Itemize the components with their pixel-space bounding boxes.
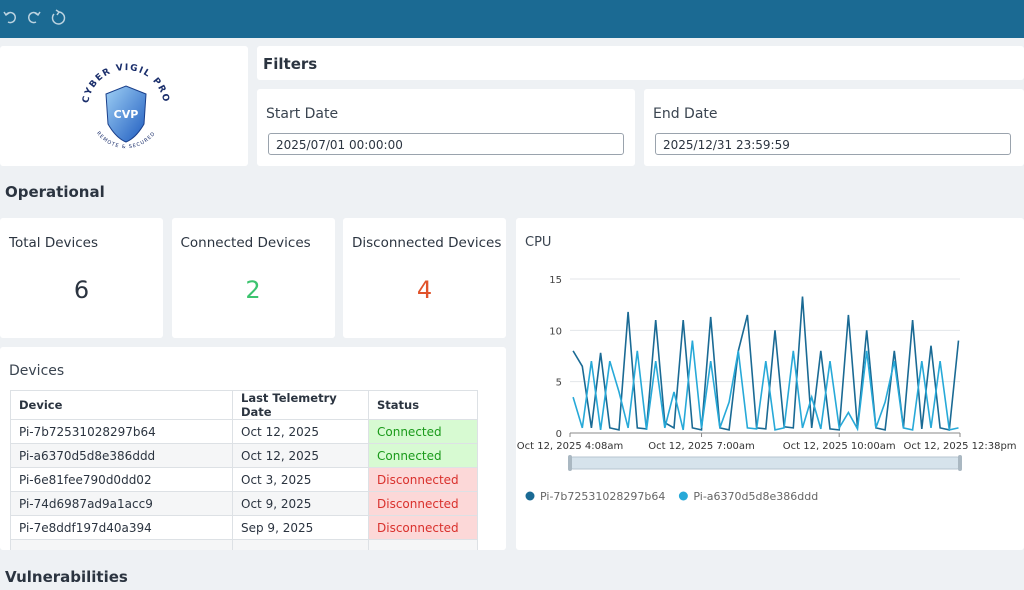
filters-header: Filters	[257, 46, 1024, 80]
toolbar	[0, 0, 1024, 38]
end-date-panel: End Date 2025/12/31 23:59:59	[644, 89, 1024, 166]
kpi-value: 2	[245, 276, 261, 304]
kpi-card: Disconnected Devices 4	[343, 218, 506, 338]
logo-monogram: CVP	[114, 108, 139, 121]
vulnerabilities-title: Vulnerabilities	[5, 568, 128, 586]
legend-label: Pi-7b72531028297b64	[540, 490, 665, 503]
cpu-chart: CPU 0 5 10 15 Oct 12, 2025 4:08am Oct 12, 2025…	[517, 235, 1017, 503]
toolbar-icons	[3, 9, 66, 25]
column-header: Device	[10, 390, 233, 420]
end-date-value: 2025/12/31 23:59:59	[663, 138, 790, 152]
cell: Sep 9, 2025	[232, 515, 369, 540]
cell: Oct 3, 2025	[232, 467, 369, 492]
x-tick-label: Oct 12, 2025 12:38pm	[903, 441, 1016, 452]
x-tick-label: Oct 12, 2025 10:00am	[783, 441, 896, 452]
legend-marker	[525, 491, 535, 501]
range-handle[interactable]	[958, 455, 962, 471]
device-row: Pi-74d6987ad9a1acc9 Oct 9, 2025 Disconnect…	[10, 491, 478, 516]
y-tick-label: 0	[556, 429, 562, 440]
cell: Pi-7b72531028297b64	[10, 419, 233, 444]
kpi-label: Disconnected Devices	[352, 235, 502, 251]
status-cell: Disconnected	[368, 467, 478, 492]
cell: Oct 12, 2025	[232, 419, 369, 444]
chart-title: CPU	[525, 235, 551, 250]
kpi-value: 4	[416, 276, 433, 304]
filters-title: Filters	[263, 55, 318, 73]
cell: Pi-7e8ddf197d40a394	[10, 515, 233, 540]
cell: Pi-6e81fee790d0dd02	[10, 467, 233, 492]
logo: CYBER VIGIL PRO CVP REMOTE & SECURED	[81, 63, 169, 150]
start-date-input[interactable]: 2025/07/01 00:00:00	[268, 133, 624, 155]
devices-table: Device Last Telemetry Date Status Pi-7b7253…	[10, 390, 478, 550]
status-cell: Connected	[368, 443, 478, 468]
x-tick-label: Oct 12, 2025 7:00am	[648, 441, 755, 452]
start-date-value: 2025/07/01 00:00:00	[276, 138, 403, 152]
cell: Oct 9, 2025	[232, 491, 369, 516]
status-cell: Disconnected	[368, 491, 478, 516]
range-slider	[569, 456, 961, 470]
kpi-label: Connected Devices	[180, 235, 311, 251]
column-header: Status	[368, 390, 478, 420]
refresh-icon[interactable]	[51, 11, 66, 25]
cell	[368, 539, 478, 550]
partial-row	[10, 539, 478, 550]
status-cell: Connected	[368, 419, 478, 444]
cell	[232, 539, 369, 550]
device-row: Pi-6e81fee790d0dd02 Oct 3, 2025 Disconnect…	[10, 467, 478, 492]
device-row: Pi-a6370d5d8e386ddd Oct 12, 2025 Connected	[10, 443, 478, 468]
logo-panel: CYBER VIGIL PRO CVP REMOTE & SECURED	[0, 46, 248, 166]
kpi-label: Total Devices	[9, 235, 99, 251]
cell: Pi-74d6987ad9a1acc9	[10, 491, 233, 516]
cell: Oct 12, 2025	[232, 443, 369, 468]
cell: Pi-a6370d5d8e386ddd	[10, 443, 233, 468]
x-tick-label: Oct 12, 2025 4:08am	[517, 441, 624, 452]
legend-label: Pi-a6370d5d8e386ddd	[693, 490, 818, 503]
legend-marker	[678, 491, 688, 501]
kpi-card: Total Devices 6	[0, 218, 163, 338]
column-header: Last Telemetry Date	[232, 390, 369, 420]
y-tick-label: 15	[549, 275, 562, 286]
kpi-value: 6	[73, 276, 90, 304]
kpi-card: Connected Devices 2	[171, 218, 335, 338]
series-line	[572, 296, 960, 431]
y-tick-label: 5	[556, 378, 562, 389]
start-date-label: Start Date	[266, 106, 339, 122]
operational-title: Operational	[5, 183, 105, 201]
end-date-label: End Date	[653, 106, 718, 122]
device-row: Pi-7e8ddf197d40a394 Sep 9, 2025 Disconnect…	[10, 515, 478, 540]
devices-panel: Devices Device Last Telemetry Date Status P…	[0, 347, 506, 550]
cell	[10, 539, 233, 550]
header-row: Device Last Telemetry Date Status	[10, 390, 478, 420]
devices-title: Devices	[9, 363, 65, 379]
end-date-input[interactable]: 2025/12/31 23:59:59	[655, 133, 1011, 155]
series-line	[572, 340, 959, 432]
range-handle[interactable]	[568, 455, 572, 471]
start-date-panel: Start Date 2025/07/01 00:00:00	[257, 89, 635, 166]
device-row: Pi-7b72531028297b64 Oct 12, 2025 Connected	[10, 419, 478, 444]
y-tick-label: 10	[549, 326, 562, 337]
status-cell: Disconnected	[368, 515, 478, 540]
